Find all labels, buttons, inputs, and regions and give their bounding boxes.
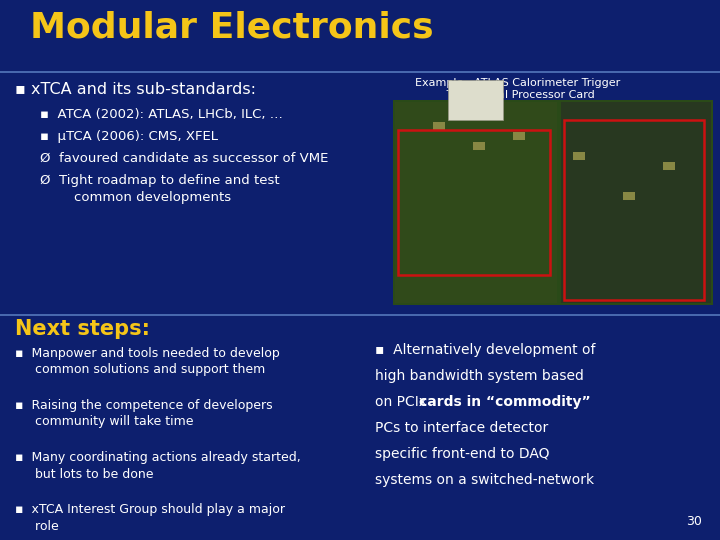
- Bar: [562, 102, 711, 303]
- Text: ▪  Many coordinating actions already started,
     but lots to be done: ▪ Many coordinating actions already star…: [15, 451, 301, 481]
- Text: ▪  Manpower and tools needed to develop
     common solutions and support them: ▪ Manpower and tools needed to develop c…: [15, 347, 280, 376]
- Text: ▪  xTCA Interest Group should play a major
     role: ▪ xTCA Interest Group should play a majo…: [15, 503, 285, 532]
- Text: PCs to interface detector: PCs to interface detector: [375, 421, 548, 435]
- Text: ▪  μTCA (2006): CMS, XFEL: ▪ μTCA (2006): CMS, XFEL: [40, 130, 218, 143]
- Text: Next steps:: Next steps:: [15, 319, 150, 339]
- Bar: [398, 130, 550, 275]
- Text: on PCIx: on PCIx: [375, 395, 431, 409]
- Text: 30: 30: [686, 515, 702, 528]
- Text: systems on a switched-network: systems on a switched-network: [375, 473, 594, 487]
- Text: Ø  Tight roadmap to define and test
        common developments: Ø Tight roadmap to define and test commo…: [40, 174, 279, 204]
- Text: Example:  ATLAS Calorimeter Trigger: Example: ATLAS Calorimeter Trigger: [415, 78, 620, 88]
- Text: Topological Processor Card: Topological Processor Card: [415, 90, 595, 100]
- Bar: [393, 100, 713, 305]
- Text: cards in “commodity”: cards in “commodity”: [419, 395, 590, 409]
- Text: ▪  Alternatively development of: ▪ Alternatively development of: [375, 343, 595, 357]
- Text: ▪ xTCA and its sub-standards:: ▪ xTCA and its sub-standards:: [15, 82, 256, 97]
- Bar: [395, 102, 557, 303]
- Bar: [448, 80, 503, 120]
- Bar: [513, 132, 525, 140]
- Text: specific front-end to DAQ: specific front-end to DAQ: [375, 447, 549, 461]
- Bar: [663, 162, 675, 170]
- Text: Ø  favoured candidate as successor of VME: Ø favoured candidate as successor of VME: [40, 152, 328, 165]
- Bar: [623, 192, 635, 200]
- Bar: [564, 120, 703, 300]
- Bar: [473, 142, 485, 150]
- Text: Modular Electronics: Modular Electronics: [30, 10, 433, 44]
- Bar: [433, 122, 445, 130]
- Text: ▪  Raising the competence of developers
     community will take time: ▪ Raising the competence of developers c…: [15, 399, 273, 429]
- Text: high bandwidth system based: high bandwidth system based: [375, 369, 584, 383]
- Text: ▪  ATCA (2002): ATLAS, LHCb, ILC, …: ▪ ATCA (2002): ATLAS, LHCb, ILC, …: [40, 108, 283, 121]
- Bar: [573, 152, 585, 160]
